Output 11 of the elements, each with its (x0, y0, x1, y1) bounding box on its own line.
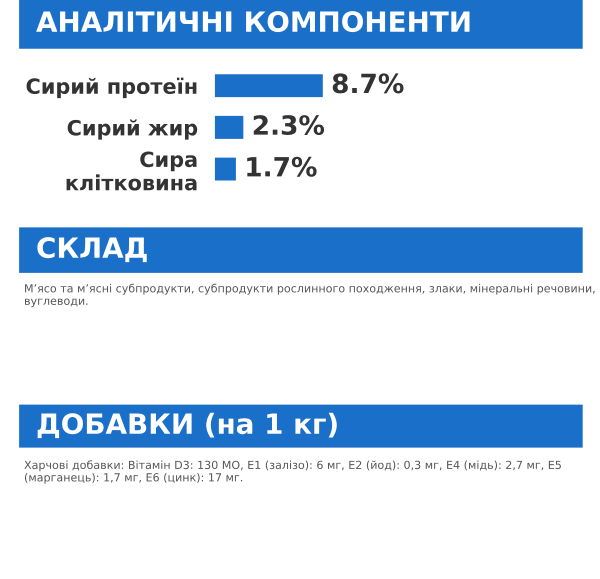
text: ДОБАВКИ (на 1 кг) (38, 412, 337, 438)
data-label: 8.7% (332, 73, 404, 94)
y-tick-label: Сирий протеїн (26, 78, 196, 98)
text: СКЛАД (37, 237, 147, 262)
data-label: 1.7% (247, 156, 317, 177)
y-tick-label: Сирий жир (68, 119, 198, 140)
data-label: 2.3% (254, 115, 324, 136)
text: Харчові добавки: Вітамін D3: 130 МО, E1 (залізо): 6 мг, E2 (йод): 0,3 мг, E4 (мідь): 2,7 мг, E5 (марганець): 1,7 мг, E6 (цинк): 17 мг. (24, 460, 561, 484)
chart-title: АНАЛІТИЧНІ КОМПОНЕНТИ (36, 11, 470, 32)
text: М’ясо та м’ясні субпродукти, субпродукти рослинного походження, злаки, мінеральні речовини, вуглеводи. (25, 284, 595, 308)
y-tick-label: Сира клітковина (66, 151, 196, 191)
